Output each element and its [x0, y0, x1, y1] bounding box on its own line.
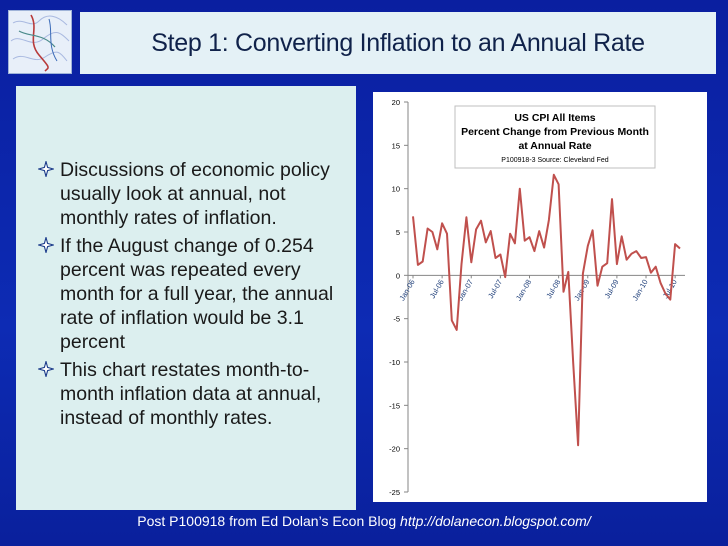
bullet-item: If the August change of 0.254 percent wa…	[38, 234, 356, 354]
text-panel: Discussions of economic policy usually l…	[16, 86, 356, 510]
chart-panel: 20 15 10 5 0 -5 -10 -15 -20 -25 Jan-06 Jul-06 Jan-0…	[373, 92, 707, 502]
y-tick-label: 20	[392, 98, 400, 107]
chart-title-line-3: at Annual Rate	[518, 140, 591, 152]
x-tick-label: Jul-06	[428, 278, 446, 300]
chart-title-line-2: Percent Change from Previous Month	[461, 126, 649, 138]
y-tick-label: -15	[389, 401, 400, 410]
x-tick-label: Jul-09	[603, 278, 621, 300]
four-point-star-bullet-icon	[38, 361, 54, 377]
y-tick-label: -20	[389, 445, 400, 454]
footer: Post P100918 from Ed Dolan’s Econ Blog h…	[0, 513, 728, 529]
x-tick-label: Jul-07	[486, 278, 504, 300]
bullet-text: This chart restates month-to-month infla…	[60, 359, 322, 429]
x-tick-label: Jul-08	[544, 278, 562, 300]
chart-title-line-1: US CPI All Items	[514, 112, 595, 124]
y-tick-label: 15	[392, 141, 400, 150]
y-tick-label: 5	[396, 228, 400, 237]
x-tick-label: Jan-06	[397, 278, 416, 302]
title-bar: Step 1: Converting Inflation to an Annua…	[80, 12, 716, 74]
bullet-text: If the August change of 0.254 percent wa…	[60, 235, 334, 353]
slide-title: Step 1: Converting Inflation to an Annua…	[151, 28, 645, 57]
y-tick-label: 10	[392, 185, 400, 194]
x-tick-label: Jan-08	[514, 278, 533, 302]
bullet-list: Discussions of economic policy usually l…	[38, 158, 356, 434]
bullet-item: This chart restates month-to-month infla…	[38, 358, 356, 430]
y-tick-label: -25	[389, 488, 400, 497]
footer-url-link[interactable]: http://dolanecon.blogspot.com/	[400, 513, 591, 529]
y-tick-label: -5	[393, 315, 400, 324]
x-tick-label: Jan-10	[630, 278, 649, 302]
four-point-star-bullet-icon	[38, 161, 54, 177]
cpi-line-chart: 20 15 10 5 0 -5 -10 -15 -20 -25 Jan-06 Jul-06 Jan-0…	[389, 98, 685, 497]
cpi-series-line	[412, 173, 681, 447]
y-tick-label: -10	[389, 358, 400, 367]
footer-text: Post P100918 from Ed Dolan’s Econ Blog	[137, 513, 401, 529]
bullet-text: Discussions of economic policy usually l…	[60, 159, 330, 229]
bullet-item: Discussions of economic policy usually l…	[38, 158, 356, 230]
x-axis: Jan-06 Jul-06 Jan-07 Jul-07 Jan-08 Jul-08 Jan-…	[397, 274, 685, 302]
chart-title-box: US CPI All Items Percent Change from Pre…	[454, 105, 656, 169]
series-group	[412, 173, 681, 447]
y-axis: 20 15 10 5 0 -5 -10 -15 -20 -25	[389, 98, 409, 497]
y-tick-label: 0	[396, 271, 400, 280]
four-point-star-bullet-icon	[38, 237, 54, 253]
map-logo-icon	[8, 10, 72, 74]
chart-subtitle: P100918-3 Source: Cleveland Fed	[501, 157, 609, 164]
